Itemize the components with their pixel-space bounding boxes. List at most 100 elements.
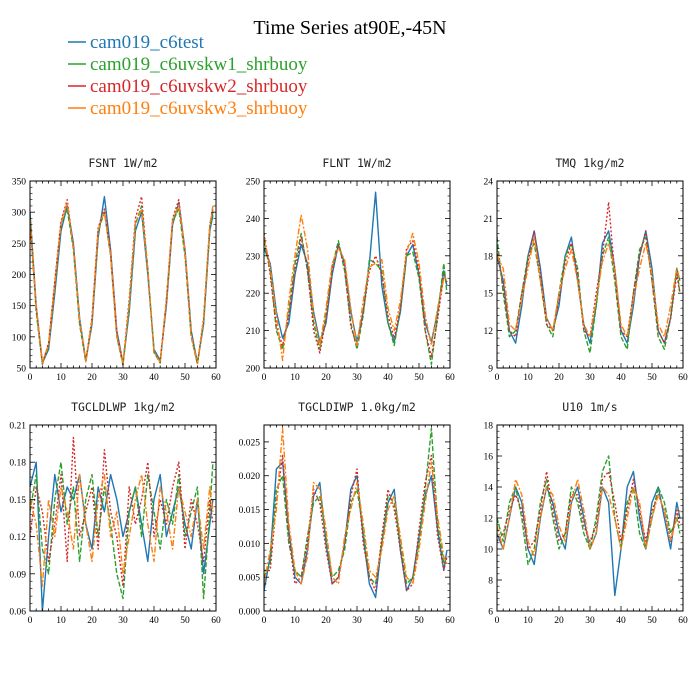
- chart-panel: TGCLDIWP 1.0kg/m2 0 10 20 30 40 50 60 0.000 0.005…: [239, 400, 455, 626]
- x-tick-label: 50: [647, 616, 657, 626]
- y-tick-label: 0.020: [239, 472, 261, 482]
- x-tick-label: 60: [211, 373, 221, 383]
- x-tick-label: 60: [211, 616, 221, 626]
- y-tick-label: 210: [246, 327, 261, 337]
- y-tick-label: 15: [484, 290, 494, 300]
- panel-title: TGCLDIWP 1.0kg/m2: [298, 400, 416, 414]
- x-tick-label: 40: [383, 373, 393, 383]
- x-tick-label: 30: [585, 373, 595, 383]
- x-tick-label: 0: [28, 616, 33, 626]
- x-tick-label: 50: [180, 616, 190, 626]
- x-tick-label: 10: [56, 373, 66, 383]
- x-tick-label: 30: [118, 616, 128, 626]
- y-tick-label: 0.025: [239, 438, 261, 448]
- y-tick-label: 14: [484, 484, 494, 494]
- legend-label: cam019_c6uvskw3_shrbuoy: [90, 98, 308, 119]
- y-tick-label: 350: [12, 178, 27, 188]
- x-tick-label: 10: [290, 373, 300, 383]
- series-line: [30, 461, 214, 600]
- y-tick-label: 24: [484, 178, 494, 188]
- legend-label: cam019_c6uvskw2_shrbuoy: [90, 76, 308, 97]
- series-line: [264, 191, 448, 343]
- y-tick-label: 0.12: [9, 533, 26, 543]
- x-tick-label: 0: [262, 373, 267, 383]
- y-tick-label: 230: [246, 252, 261, 262]
- series-line: [30, 473, 214, 587]
- y-tick-label: 12: [484, 515, 494, 525]
- series-line: [264, 427, 448, 585]
- series-group: [497, 455, 681, 597]
- figure-title: Time Series at90E,-45N: [253, 17, 446, 39]
- series-line: [30, 461, 214, 611]
- y-tick-label: 0.015: [239, 506, 261, 516]
- chart-panel: FSNT 1W/m2 0 10 20 30 40 50 60 50 100 150 200 250 300…: [12, 156, 221, 383]
- y-tick-label: 200: [12, 271, 27, 281]
- x-tick-label: 0: [495, 616, 500, 626]
- panel-title: FLNT 1W/m2: [322, 156, 391, 170]
- series-line: [497, 470, 681, 550]
- panel-title: TGCLDLWP 1kg/m2: [71, 400, 175, 414]
- series-line: [30, 202, 214, 365]
- x-tick-label: 60: [678, 616, 688, 626]
- legend-label: cam019_c6test: [90, 32, 205, 53]
- series-line: [264, 232, 448, 365]
- x-tick-label: 50: [414, 616, 424, 626]
- series-line: [497, 455, 681, 566]
- y-tick-label: 16: [484, 453, 494, 463]
- x-tick-label: 20: [321, 616, 331, 626]
- x-tick-label: 40: [149, 373, 159, 383]
- y-tick-label: 220: [246, 290, 261, 300]
- series-line: [264, 454, 448, 592]
- x-tick-label: 20: [554, 373, 564, 383]
- y-tick-label: 10: [484, 546, 494, 556]
- y-tick-label: 9: [488, 365, 493, 375]
- x-tick-label: 0: [262, 616, 267, 626]
- y-tick-label: 200: [246, 365, 261, 375]
- chart-panel: FLNT 1W/m2 0 10 20 30 40 50 60 200 210 220 230 240 25…: [246, 156, 455, 383]
- y-tick-label: 0.15: [9, 496, 26, 506]
- y-tick-label: 0.09: [9, 570, 26, 580]
- series-group: [30, 436, 214, 611]
- x-tick-label: 30: [118, 373, 128, 383]
- legend: cam019_c6testcam019_c6uvskw1_shrbuoycam0…: [68, 32, 308, 119]
- chart-panels: FSNT 1W/m20 10 20 30 40 50 6050100150200250300…: [9, 156, 688, 626]
- series-line: [264, 427, 448, 585]
- y-tick-label: 0.010: [239, 540, 261, 550]
- panel-title: TMQ 1kg/m2: [555, 156, 624, 170]
- x-tick-label: 30: [352, 373, 362, 383]
- series-line: [264, 233, 448, 358]
- series-line: [30, 436, 214, 587]
- series-line: [264, 213, 447, 362]
- y-tick-label: 0.000: [239, 608, 261, 618]
- x-tick-label: 20: [554, 616, 564, 626]
- series-group: [497, 201, 681, 354]
- x-tick-label: 30: [352, 616, 362, 626]
- chart-panel: TMQ 1kg/m2 0 10 20 30 40 50 60 9 12 15 18 21 24: [484, 156, 689, 383]
- y-tick-label: 0.005: [239, 574, 261, 584]
- x-tick-label: 60: [445, 373, 455, 383]
- x-tick-label: 20: [87, 373, 97, 383]
- y-tick-label: 150: [12, 302, 27, 312]
- x-tick-label: 60: [445, 616, 455, 626]
- x-tick-label: 20: [87, 616, 97, 626]
- y-tick-label: 250: [12, 240, 27, 250]
- series-group: [264, 191, 448, 365]
- chart-panel: U10 1m/s 0 10 20 30 40 50 60 6 8 10 12 14 16 18: [484, 400, 689, 626]
- series-line: [497, 236, 681, 354]
- x-tick-label: 0: [495, 373, 500, 383]
- y-tick-label: 21: [484, 215, 494, 225]
- y-tick-label: 250: [246, 178, 261, 188]
- y-tick-label: 50: [17, 365, 27, 375]
- x-tick-label: 30: [585, 616, 595, 626]
- chart-panel: TGCLDLWP 1kg/m2 0 10 20 30 40 50 60 0.06 0.09 0.12…: [9, 400, 221, 626]
- panel-title: U10 1m/s: [562, 400, 617, 414]
- x-tick-label: 10: [56, 616, 66, 626]
- x-tick-label: 10: [290, 616, 300, 626]
- x-tick-label: 10: [523, 373, 533, 383]
- x-tick-label: 50: [414, 373, 424, 383]
- y-tick-label: 12: [484, 327, 494, 337]
- y-tick-label: 0.21: [9, 422, 26, 432]
- y-tick-label: 6: [488, 608, 493, 618]
- x-tick-label: 50: [180, 373, 190, 383]
